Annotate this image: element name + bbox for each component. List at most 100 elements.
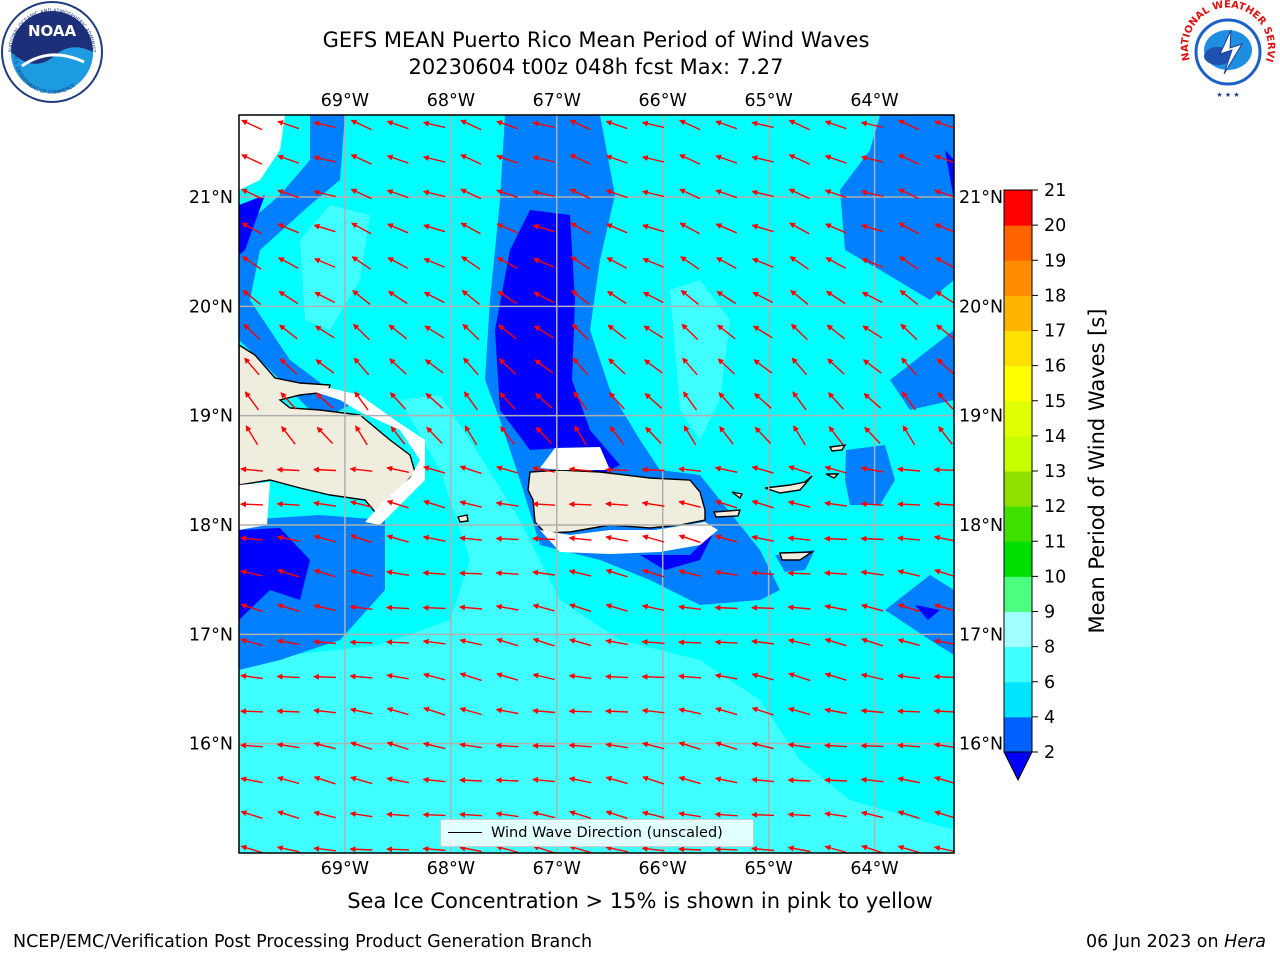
wave-direction-arrow — [641, 466, 665, 473]
lat-label-right: 21°N — [959, 188, 1003, 208]
wave-direction-arrow — [718, 392, 735, 410]
wave-direction-arrow — [860, 120, 884, 129]
wave-direction-arrow — [461, 289, 481, 305]
wave-direction-arrow — [787, 535, 811, 542]
wave-direction-arrow — [824, 603, 847, 611]
wave-direction-arrow — [242, 256, 262, 270]
colorbar-segment — [1004, 646, 1032, 683]
lon-label-top: 67°W — [533, 91, 581, 111]
wave-direction-arrow — [569, 844, 592, 853]
wave-direction-arrow — [934, 189, 954, 198]
wave-direction-arrow — [349, 639, 373, 646]
wave-direction-arrow — [313, 707, 336, 714]
wave-direction-arrow — [934, 154, 954, 164]
wave-direction-arrow — [460, 188, 482, 200]
colorbar-tick-label: 17 — [1044, 322, 1066, 342]
wave-direction-arrow — [678, 534, 701, 544]
wave-direction-arrow — [350, 119, 372, 131]
wave-direction-arrow — [423, 257, 445, 268]
wave-direction-arrow — [276, 501, 300, 508]
wave-direction-arrow — [864, 426, 881, 444]
wave-direction-arrow — [463, 357, 479, 376]
wave-direction-arrow — [459, 706, 482, 716]
wave-direction-arrow — [422, 120, 446, 129]
wave-direction-arrow — [933, 775, 954, 784]
wave-direction-arrow — [788, 188, 810, 200]
wave-direction-arrow — [240, 466, 263, 473]
wave-direction-arrow — [899, 256, 919, 270]
wave-direction-arrow — [354, 391, 369, 411]
wave-direction-arrow — [751, 189, 774, 198]
wave-direction-arrow — [860, 155, 884, 163]
wave-direction-arrow — [751, 845, 775, 852]
wave-direction-arrow — [863, 393, 882, 409]
wave-direction-arrow — [933, 742, 954, 749]
wave-direction-arrow — [789, 222, 810, 235]
wave-direction-arrow — [460, 222, 481, 235]
wave-direction-arrow — [241, 188, 263, 200]
wave-direction-arrow — [860, 465, 884, 473]
wave-direction-arrow — [462, 323, 480, 341]
wave-direction-arrow — [351, 222, 372, 235]
wave-direction-arrow — [901, 357, 917, 376]
wave-direction-arrow — [860, 603, 884, 612]
map-legend: Wind Wave Direction (unscaled) — [440, 819, 754, 847]
wind-wave-arrows — [240, 119, 954, 853]
wave-direction-arrow — [535, 393, 553, 409]
wave-direction-arrow — [496, 257, 518, 269]
wave-direction-arrow — [240, 569, 263, 577]
wave-direction-arrow — [678, 466, 701, 473]
wave-direction-arrow — [715, 154, 738, 164]
wave-direction-arrow — [387, 290, 408, 305]
wave-direction-arrow — [244, 391, 260, 411]
wave-direction-arrow — [824, 154, 847, 164]
wave-direction-arrow — [860, 742, 884, 749]
wave-direction-arrow — [533, 291, 555, 304]
wave-direction-arrow — [754, 426, 772, 444]
wave-direction-arrow — [386, 846, 410, 853]
wave-direction-arrow — [824, 223, 847, 234]
lon-label-bottom: 65°W — [744, 859, 792, 879]
wave-direction-arrow — [532, 637, 555, 647]
wave-direction-arrow — [386, 499, 409, 509]
colorbar-segment — [1004, 330, 1032, 367]
wave-direction-arrow — [716, 290, 737, 305]
wave-direction-arrow — [719, 426, 734, 445]
wave-direction-arrow — [605, 501, 629, 508]
lon-label-top: 66°W — [639, 91, 687, 111]
wave-direction-arrow — [459, 777, 483, 784]
wave-direction-arrow — [276, 638, 300, 646]
wave-direction-arrow — [860, 707, 884, 714]
wave-direction-arrow — [608, 358, 626, 375]
wave-direction-arrow — [568, 638, 592, 647]
wave-direction-arrow — [277, 257, 299, 269]
wave-direction-arrow — [277, 603, 300, 612]
wave-direction-arrow — [422, 776, 446, 783]
wave-direction-arrow — [607, 324, 627, 340]
wave-direction-arrow — [532, 776, 555, 783]
map-field — [239, 115, 954, 853]
wave-direction-arrow — [753, 359, 773, 374]
wave-direction-arrow — [897, 603, 920, 613]
wave-direction-arrow — [569, 810, 592, 819]
wave-direction-arrow — [605, 810, 628, 819]
wave-direction-arrow — [459, 811, 483, 818]
wave-direction-arrow — [715, 189, 738, 199]
wave-direction-arrow — [899, 289, 919, 305]
wave-direction-arrow — [240, 501, 264, 508]
wave-direction-arrow — [605, 223, 628, 234]
wave-direction-arrow — [277, 223, 299, 234]
wave-direction-arrow — [825, 257, 847, 269]
colorbar-segment — [1004, 365, 1032, 402]
wave-direction-arrow — [824, 777, 848, 784]
wave-direction-arrow — [532, 742, 556, 749]
wave-direction-arrow — [568, 673, 592, 680]
wave-direction-arrow — [715, 120, 738, 130]
wave-direction-arrow — [860, 569, 884, 576]
wave-direction-arrow — [495, 845, 519, 853]
wave-direction-arrow — [496, 120, 519, 130]
wave-direction-arrow — [386, 776, 409, 784]
footer-credit: NCEP/EMC/Verification Post Processing Pr… — [13, 932, 593, 952]
wave-direction-arrow — [751, 465, 774, 474]
wave-direction-arrow — [787, 500, 811, 508]
